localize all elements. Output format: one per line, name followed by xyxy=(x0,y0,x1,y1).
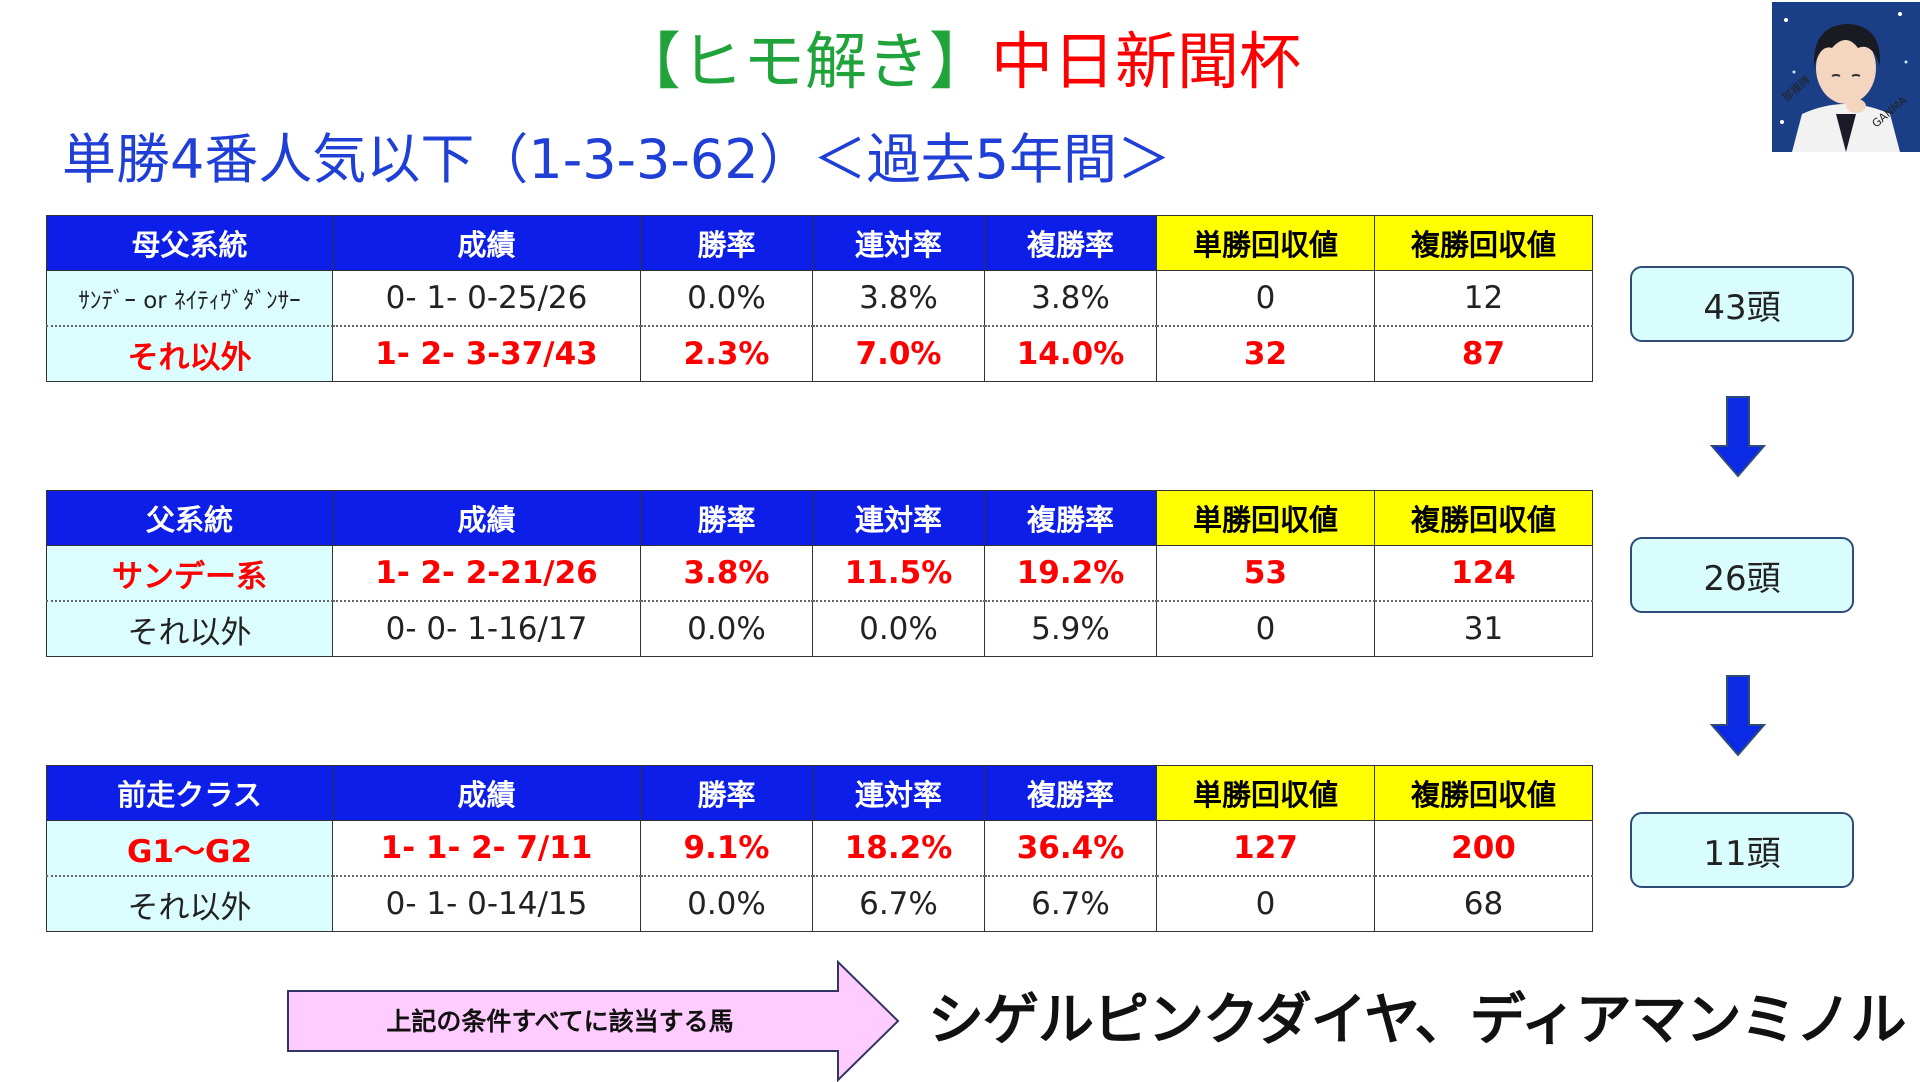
title-prefix: 【ヒモ解き】 xyxy=(618,25,991,98)
header-win-rate: 勝率 xyxy=(640,765,813,821)
header-place-return: 複勝回収値 xyxy=(1374,490,1593,546)
count-box-26: 26頭 xyxy=(1630,537,1854,613)
header-record: 成績 xyxy=(332,215,641,271)
cell-win-rate: 9.1% xyxy=(640,820,813,877)
header-record: 成績 xyxy=(332,490,641,546)
condition-label: 上記の条件すべてに該当する馬 xyxy=(386,1007,734,1036)
cell-win-rate: 3.8% xyxy=(640,545,813,602)
header-record: 成績 xyxy=(332,765,641,821)
avatar: 部複隊 GANMA xyxy=(1772,2,1920,152)
table-row-highlighted: G1～G2 1- 1- 2- 7/11 9.1% 18.2% 36.4% 127… xyxy=(46,820,1593,877)
cell-win-rate: 0.0% xyxy=(640,270,813,327)
table-header-row: 前走クラス 成績 勝率 連対率 複勝率 単勝回収値 複勝回収値 xyxy=(46,765,1593,821)
header-place-return: 複勝回収値 xyxy=(1374,765,1593,821)
result-horses: シゲルピンクダイヤ、ディアマンミノル xyxy=(928,988,1907,1053)
header-quinella-rate: 連対率 xyxy=(812,215,985,271)
right-arrow-icon xyxy=(287,960,900,1082)
cell-win-return: 0 xyxy=(1156,270,1375,327)
cell-place-return: 12 xyxy=(1374,270,1593,327)
page-subtitle: 単勝4番人気以下（1-3-3-62）＜過去5年間＞ xyxy=(62,128,1171,191)
cell-win-return: 53 xyxy=(1156,545,1375,602)
cell-win-return: 127 xyxy=(1156,820,1375,877)
down-arrow-icon xyxy=(1710,675,1766,757)
header-win-return: 単勝回収値 xyxy=(1156,490,1375,546)
header-place-rate: 複勝率 xyxy=(984,490,1157,546)
cell-place-return: 200 xyxy=(1374,820,1593,877)
header-category: 前走クラス xyxy=(46,765,333,821)
count-box-11: 11頭 xyxy=(1630,812,1854,888)
count-box-43: 43頭 xyxy=(1630,266,1854,342)
page-title: 【ヒモ解き】中日新聞杯 xyxy=(0,22,1920,102)
cell-quinella-rate: 18.2% xyxy=(812,820,985,877)
header-category: 母父系統 xyxy=(46,215,333,271)
header-win-rate: 勝率 xyxy=(640,490,813,546)
header-place-rate: 複勝率 xyxy=(984,215,1157,271)
row-label: G1～G2 xyxy=(46,820,333,877)
header-quinella-rate: 連対率 xyxy=(812,490,985,546)
cell-place-return: 87 xyxy=(1374,326,1593,382)
cell-record: 0- 1- 0-25/26 xyxy=(332,270,641,327)
stats-table-damsire: 母父系統 成績 勝率 連対率 複勝率 単勝回収値 複勝回収値 ｻﾝﾃﾞｰ or … xyxy=(46,215,1593,382)
cell-place-rate: 5.9% xyxy=(984,601,1157,657)
cell-place-rate: 19.2% xyxy=(984,545,1157,602)
cell-win-return: 0 xyxy=(1156,601,1375,657)
row-label: それ以外 xyxy=(46,876,333,932)
stats-table-previous-class: 前走クラス 成績 勝率 連対率 複勝率 単勝回収値 複勝回収値 G1～G2 1-… xyxy=(46,765,1593,932)
cell-record: 1- 2- 3-37/43 xyxy=(332,326,641,382)
header-win-rate: 勝率 xyxy=(640,215,813,271)
table-header-row: 母父系統 成績 勝率 連対率 複勝率 単勝回収値 複勝回収値 xyxy=(46,215,1593,271)
table-row: それ以外 0- 1- 0-14/15 0.0% 6.7% 6.7% 0 68 xyxy=(46,876,1593,932)
cell-place-return: 31 xyxy=(1374,601,1593,657)
header-place-rate: 複勝率 xyxy=(984,765,1157,821)
row-label: それ以外 xyxy=(46,326,333,382)
cell-win-rate: 0.0% xyxy=(640,601,813,657)
table-row-highlighted: サンデー系 1- 2- 2-21/26 3.8% 11.5% 19.2% 53 … xyxy=(46,545,1593,602)
cell-place-rate: 6.7% xyxy=(984,876,1157,932)
cell-quinella-rate: 3.8% xyxy=(812,270,985,327)
table-row: それ以外 0- 0- 1-16/17 0.0% 0.0% 5.9% 0 31 xyxy=(46,601,1593,657)
header-win-return: 単勝回収値 xyxy=(1156,215,1375,271)
row-label: ｻﾝﾃﾞｰ or ﾈｲﾃｨｳﾞﾀﾞﾝｻｰ xyxy=(46,270,333,327)
table-row: ｻﾝﾃﾞｰ or ﾈｲﾃｨｳﾞﾀﾞﾝｻｰ 0- 1- 0-25/26 0.0% … xyxy=(46,270,1593,327)
stats-table-sire: 父系統 成績 勝率 連対率 複勝率 単勝回収値 複勝回収値 サンデー系 1- 2… xyxy=(46,490,1593,657)
cell-quinella-rate: 7.0% xyxy=(812,326,985,382)
row-label: それ以外 xyxy=(46,601,333,657)
down-arrow-icon xyxy=(1710,396,1766,478)
row-label: サンデー系 xyxy=(46,545,333,602)
cell-place-rate: 14.0% xyxy=(984,326,1157,382)
cell-place-return: 68 xyxy=(1374,876,1593,932)
cell-win-return: 32 xyxy=(1156,326,1375,382)
cell-place-return: 124 xyxy=(1374,545,1593,602)
cell-record: 1- 2- 2-21/26 xyxy=(332,545,641,602)
cell-record: 0- 0- 1-16/17 xyxy=(332,601,641,657)
cell-win-return: 0 xyxy=(1156,876,1375,932)
header-quinella-rate: 連対率 xyxy=(812,765,985,821)
avatar-illustration: 部複隊 GANMA xyxy=(1772,2,1920,152)
cell-record: 1- 1- 2- 7/11 xyxy=(332,820,641,877)
cell-place-rate: 36.4% xyxy=(984,820,1157,877)
cell-record: 0- 1- 0-14/15 xyxy=(332,876,641,932)
cell-place-rate: 3.8% xyxy=(984,270,1157,327)
header-category: 父系統 xyxy=(46,490,333,546)
cell-win-rate: 0.0% xyxy=(640,876,813,932)
title-race-name: 中日新聞杯 xyxy=(991,25,1302,98)
cell-quinella-rate: 11.5% xyxy=(812,545,985,602)
cell-quinella-rate: 0.0% xyxy=(812,601,985,657)
table-row-highlighted: それ以外 1- 2- 3-37/43 2.3% 7.0% 14.0% 32 87 xyxy=(46,326,1593,382)
cell-win-rate: 2.3% xyxy=(640,326,813,382)
cell-quinella-rate: 6.7% xyxy=(812,876,985,932)
header-place-return: 複勝回収値 xyxy=(1374,215,1593,271)
header-win-return: 単勝回収値 xyxy=(1156,765,1375,821)
table-header-row: 父系統 成績 勝率 連対率 複勝率 単勝回収値 複勝回収値 xyxy=(46,490,1593,546)
